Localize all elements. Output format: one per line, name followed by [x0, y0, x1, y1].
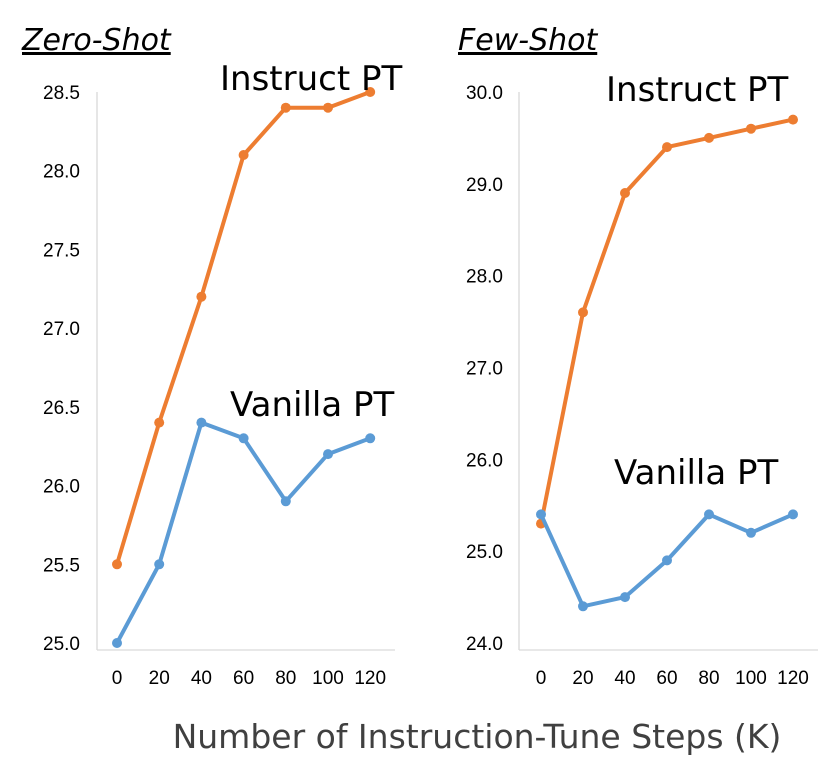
zero-shot-y-tick-label: 26.0 [43, 477, 80, 498]
zero-shot-series [112, 87, 376, 648]
few-shot-y-tick-label: 28.0 [466, 267, 503, 288]
few-shot-vanilla-point [578, 601, 588, 612]
few-shot-y-tick-label: 29.0 [466, 175, 503, 196]
zero-shot-title: Zero-Shot [21, 23, 172, 58]
few-shot-x-tick-label: 60 [656, 668, 677, 689]
few-shot-instruct-label: Instruct PT [606, 70, 788, 110]
zero-shot-y-tick-label: 27.0 [43, 319, 80, 340]
few-shot-instruct-point [788, 114, 798, 125]
zero-shot-x-tick-label: 60 [233, 668, 254, 689]
zero-shot-instruct-point [238, 150, 249, 160]
zero-shot-vanilla-point [196, 417, 207, 428]
few-shot-x-ticks: 0 20 40 60 80 100 120 [536, 668, 809, 689]
few-shot-x-tick-label: 40 [614, 668, 635, 689]
few-shot-x-tick-label: 20 [572, 668, 593, 689]
zero-shot-instruct-line [115, 90, 373, 567]
zero-shot-instruct-point [196, 291, 207, 302]
zero-shot-panel: Zero-Shot 25.0 25.5 26.0 26.5 27.0 27.5 28.0 28… [21, 23, 402, 689]
few-shot-vanilla-point [704, 509, 714, 520]
few-shot-vanilla-point [662, 555, 672, 566]
zero-shot-instruct-point [280, 102, 291, 113]
zero-shot-instruct-point [112, 559, 122, 570]
zero-shot-x-tick-label: 0 [112, 668, 123, 689]
few-shot-series [536, 114, 798, 612]
zero-shot-vanilla-label: Vanilla PT [230, 385, 394, 425]
few-shot-instruct-point [578, 307, 588, 318]
zero-shot-y-tick-label: 28.5 [43, 83, 80, 104]
few-shot-x-tick-label: 100 [735, 668, 767, 689]
zero-shot-x-tick-label: 40 [191, 668, 212, 689]
few-shot-vanilla-label: Vanilla PT [614, 453, 778, 493]
zero-shot-x-tick-label: 20 [149, 668, 170, 689]
zero-shot-instruct-point [154, 417, 165, 428]
few-shot-instruct-point [746, 123, 756, 134]
zero-shot-instruct-label: Instruct PT [220, 59, 402, 99]
few-shot-y-ticks: 24.0 25.0 26.0 27.0 28.0 29.0 30.0 [466, 83, 503, 655]
zero-shot-y-tick-label: 25.0 [43, 634, 80, 655]
few-shot-vanilla-point [746, 527, 756, 538]
few-shot-y-tick-label: 30.0 [466, 83, 503, 104]
few-shot-vanilla-point [620, 592, 630, 603]
few-shot-title: Few-Shot [458, 23, 598, 58]
few-shot-instruct-point [704, 132, 714, 143]
zero-shot-vanilla-point [154, 559, 165, 570]
few-shot-vanilla-point [788, 509, 798, 520]
zero-shot-vanilla-point [112, 638, 122, 648]
zero-shot-y-tick-label: 28.0 [43, 162, 80, 183]
few-shot-y-tick-label: 25.0 [466, 542, 503, 563]
few-shot-vanilla-point [536, 509, 546, 520]
zero-shot-vanilla-point [365, 433, 376, 444]
few-shot-instruct-point [662, 142, 672, 153]
few-shot-y-tick-label: 27.0 [466, 359, 503, 380]
few-shot-x-tick-label: 120 [777, 668, 809, 689]
zero-shot-x-tick-label: 80 [275, 668, 296, 689]
zero-shot-vanilla-point [323, 449, 333, 460]
zero-shot-x-tick-label: 120 [354, 668, 386, 689]
zero-shot-y-tick-label: 26.5 [43, 398, 80, 419]
few-shot-instruct-point [620, 188, 630, 198]
zero-shot-x-tick-label: 100 [312, 668, 344, 689]
few-shot-x-tick-label: 80 [698, 668, 719, 689]
zero-shot-instruct-point [323, 102, 333, 113]
few-shot-y-tick-label: 26.0 [466, 450, 503, 471]
few-shot-y-tick-label: 24.0 [466, 634, 503, 655]
zero-shot-y-tick-label: 25.5 [43, 555, 80, 576]
few-shot-x-tick-label: 0 [536, 668, 547, 689]
zero-shot-vanilla-point [280, 496, 291, 507]
zero-shot-y-ticks: 25.0 25.5 26.0 26.5 27.0 27.5 28.0 28.5 [43, 83, 80, 655]
zero-shot-instruct-point [365, 87, 376, 97]
few-shot-panel: Few-Shot 24.0 25.0 26.0 27.0 28.0 29.0 30.0 0 2… [458, 23, 818, 689]
zero-shot-vanilla-point [238, 433, 249, 444]
zero-shot-y-tick-label: 27.5 [43, 240, 80, 261]
x-axis-title: Number of Instruction-Tune Steps (K) [173, 717, 782, 756]
zero-shot-x-ticks: 0 20 40 60 80 100 120 [112, 668, 386, 689]
